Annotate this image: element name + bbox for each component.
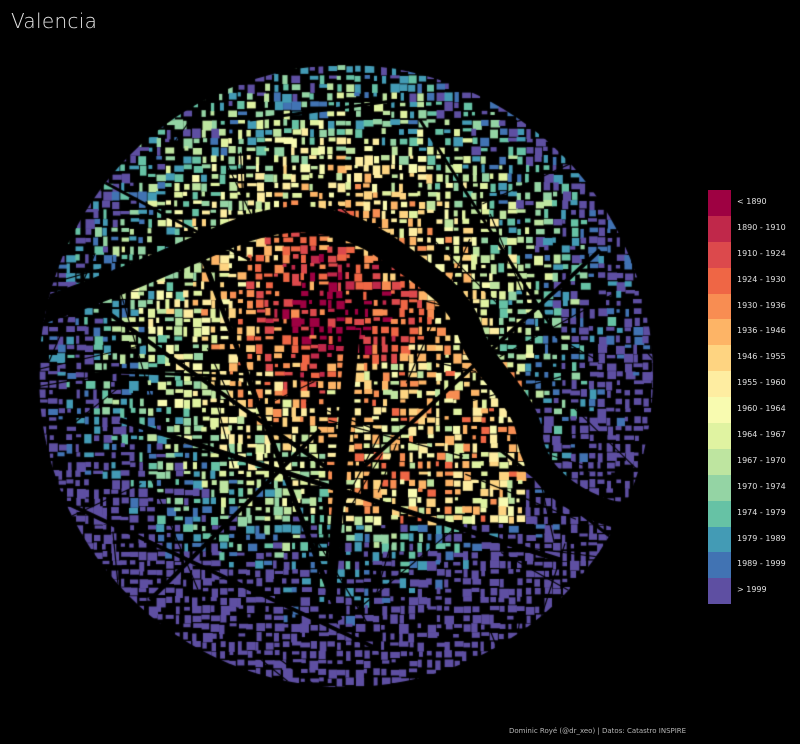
legend-label: 1955 - 1960 [737,378,786,388]
legend-swatch [708,215,731,242]
legend-label: 1930 - 1936 [737,300,786,310]
legend-item: 1979 - 1989 [708,526,794,553]
legend-item: > 1999 [708,578,794,605]
legend-swatch [708,293,731,320]
legend-label: 1967 - 1970 [737,455,786,465]
legend-item: 1910 - 1924 [708,241,794,268]
legend-label: 1936 - 1946 [737,326,786,336]
legend-swatch [708,267,731,294]
legend-item: 1955 - 1960 [708,371,794,398]
legend-swatch [708,448,731,475]
legend-swatch [708,526,731,553]
legend-item: < 1890 [708,190,794,216]
legend-label: 1970 - 1974 [737,481,786,491]
legend-swatch [708,474,731,501]
map-title: Valencia [11,9,98,33]
legend-label: 1964 - 1967 [737,430,786,440]
legend-label: 1979 - 1989 [737,533,786,543]
legend-label: 1924 - 1930 [737,274,786,284]
legend-swatch [708,578,731,605]
legend-label: > 1999 [737,585,767,595]
legend: < 1890 1890 - 1910 1910 - 1924 1924 - 1930 1… [708,190,794,605]
legend-item: 1970 - 1974 [708,474,794,501]
legend-swatch [708,397,731,424]
legend-item: 1964 - 1967 [708,423,794,449]
legend-swatch [708,345,731,372]
legend-label: 1974 - 1979 [737,507,786,517]
legend-item: 1946 - 1955 [708,345,794,372]
legend-swatch [708,319,731,346]
legend-item: 1936 - 1946 [708,319,794,346]
legend-label: 1960 - 1964 [737,404,786,414]
legend-swatch [708,371,731,398]
legend-item: 1930 - 1936 [708,293,794,320]
legend-item: 1960 - 1964 [708,397,794,424]
legend-label: 1989 - 1999 [737,559,786,569]
legend-swatch [708,500,731,527]
legend-swatch [708,241,731,268]
legend-label: 1910 - 1924 [737,248,786,258]
source-caption: Dominic Royé (@dr_xeo) | Datos: Catastro… [509,727,687,735]
legend-label: < 1890 [737,197,767,206]
legend-swatch [708,552,731,579]
legend-label: 1890 - 1910 [737,222,786,232]
legend-swatch [708,423,731,449]
legend-label: 1946 - 1955 [737,352,786,362]
legend-item: 1989 - 1999 [708,552,794,579]
legend-swatch [708,190,731,216]
legend-item: 1967 - 1970 [708,448,794,475]
legend-item: 1974 - 1979 [708,500,794,527]
legend-item: 1924 - 1930 [708,267,794,294]
legend-item: 1890 - 1910 [708,215,794,242]
